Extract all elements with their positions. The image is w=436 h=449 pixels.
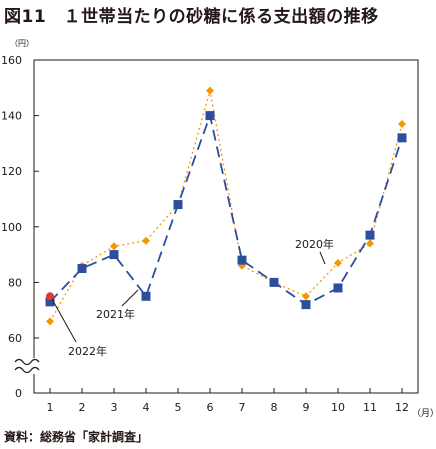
data-point-square xyxy=(173,200,183,210)
x-tick-label: 3 xyxy=(111,401,118,414)
annotation-label: 2020年 xyxy=(295,237,334,251)
data-point-diamond xyxy=(142,236,150,245)
data-point-square xyxy=(77,264,87,273)
data-point-diamond xyxy=(206,86,214,95)
annotation-label: 2022年 xyxy=(68,344,107,358)
x-tick-label: 10 xyxy=(331,401,345,414)
data-point-diamond xyxy=(334,258,342,267)
y-tick-label: 100 xyxy=(1,221,22,234)
data-point-diamond xyxy=(46,317,54,326)
annotation-leader xyxy=(121,289,139,307)
y-tick-label: 160 xyxy=(1,54,22,67)
y-tick-label: 140 xyxy=(1,110,22,123)
x-tick-label: 4 xyxy=(143,401,150,414)
x-tick-label: 6 xyxy=(207,401,214,414)
data-point-square xyxy=(397,133,407,143)
y-axis-unit-label: （円） xyxy=(10,39,34,48)
x-tick-label: 8 xyxy=(271,401,278,414)
axis-break-mask xyxy=(18,366,40,374)
x-tick-label: 5 xyxy=(175,401,182,414)
figure-title: 図11 １世帯当たりの砂糖に係る支出額の推移 xyxy=(4,7,379,27)
x-tick-label: 9 xyxy=(303,401,310,414)
data-point-square xyxy=(301,300,311,310)
series-line xyxy=(49,90,403,322)
y-tick-label: 80 xyxy=(8,276,22,289)
data-point-diamond xyxy=(398,119,406,128)
data-point-square xyxy=(141,291,151,301)
data-point-square xyxy=(205,111,215,121)
axis-break-mask xyxy=(18,358,40,366)
data-point-diamond xyxy=(302,292,310,301)
y-tick-label: 0 xyxy=(15,387,22,400)
x-tick-label: 11 xyxy=(363,401,377,414)
data-point-diamond xyxy=(366,239,374,248)
data-point-square xyxy=(109,250,119,260)
y-tick-label: 120 xyxy=(1,165,22,178)
annotation-leader xyxy=(51,298,77,343)
x-tick-label: 2 xyxy=(79,401,86,414)
annotation-leader xyxy=(319,251,326,265)
data-point-diamond xyxy=(110,242,118,251)
data-point-square xyxy=(333,283,343,293)
axis-break-wave xyxy=(14,358,40,366)
plot-frame xyxy=(33,59,419,394)
data-point-circle xyxy=(46,292,54,301)
x-tick-label: 7 xyxy=(239,401,246,414)
annotation-label: 2021年 xyxy=(96,307,135,321)
data-point-square xyxy=(45,297,55,307)
figure-source: 資料：総務省「家計調査」 xyxy=(4,430,149,444)
series-line xyxy=(49,112,403,306)
y-tick-label: 60 xyxy=(8,332,22,345)
axis-break-wave xyxy=(14,366,40,374)
data-point-square xyxy=(269,277,279,287)
data-point-square xyxy=(237,255,247,265)
x-tick-label: 1 xyxy=(47,401,54,414)
x-tick-label: 12 xyxy=(395,401,409,414)
data-point-square xyxy=(365,230,375,240)
x-axis-unit-label: （月） xyxy=(412,408,436,419)
